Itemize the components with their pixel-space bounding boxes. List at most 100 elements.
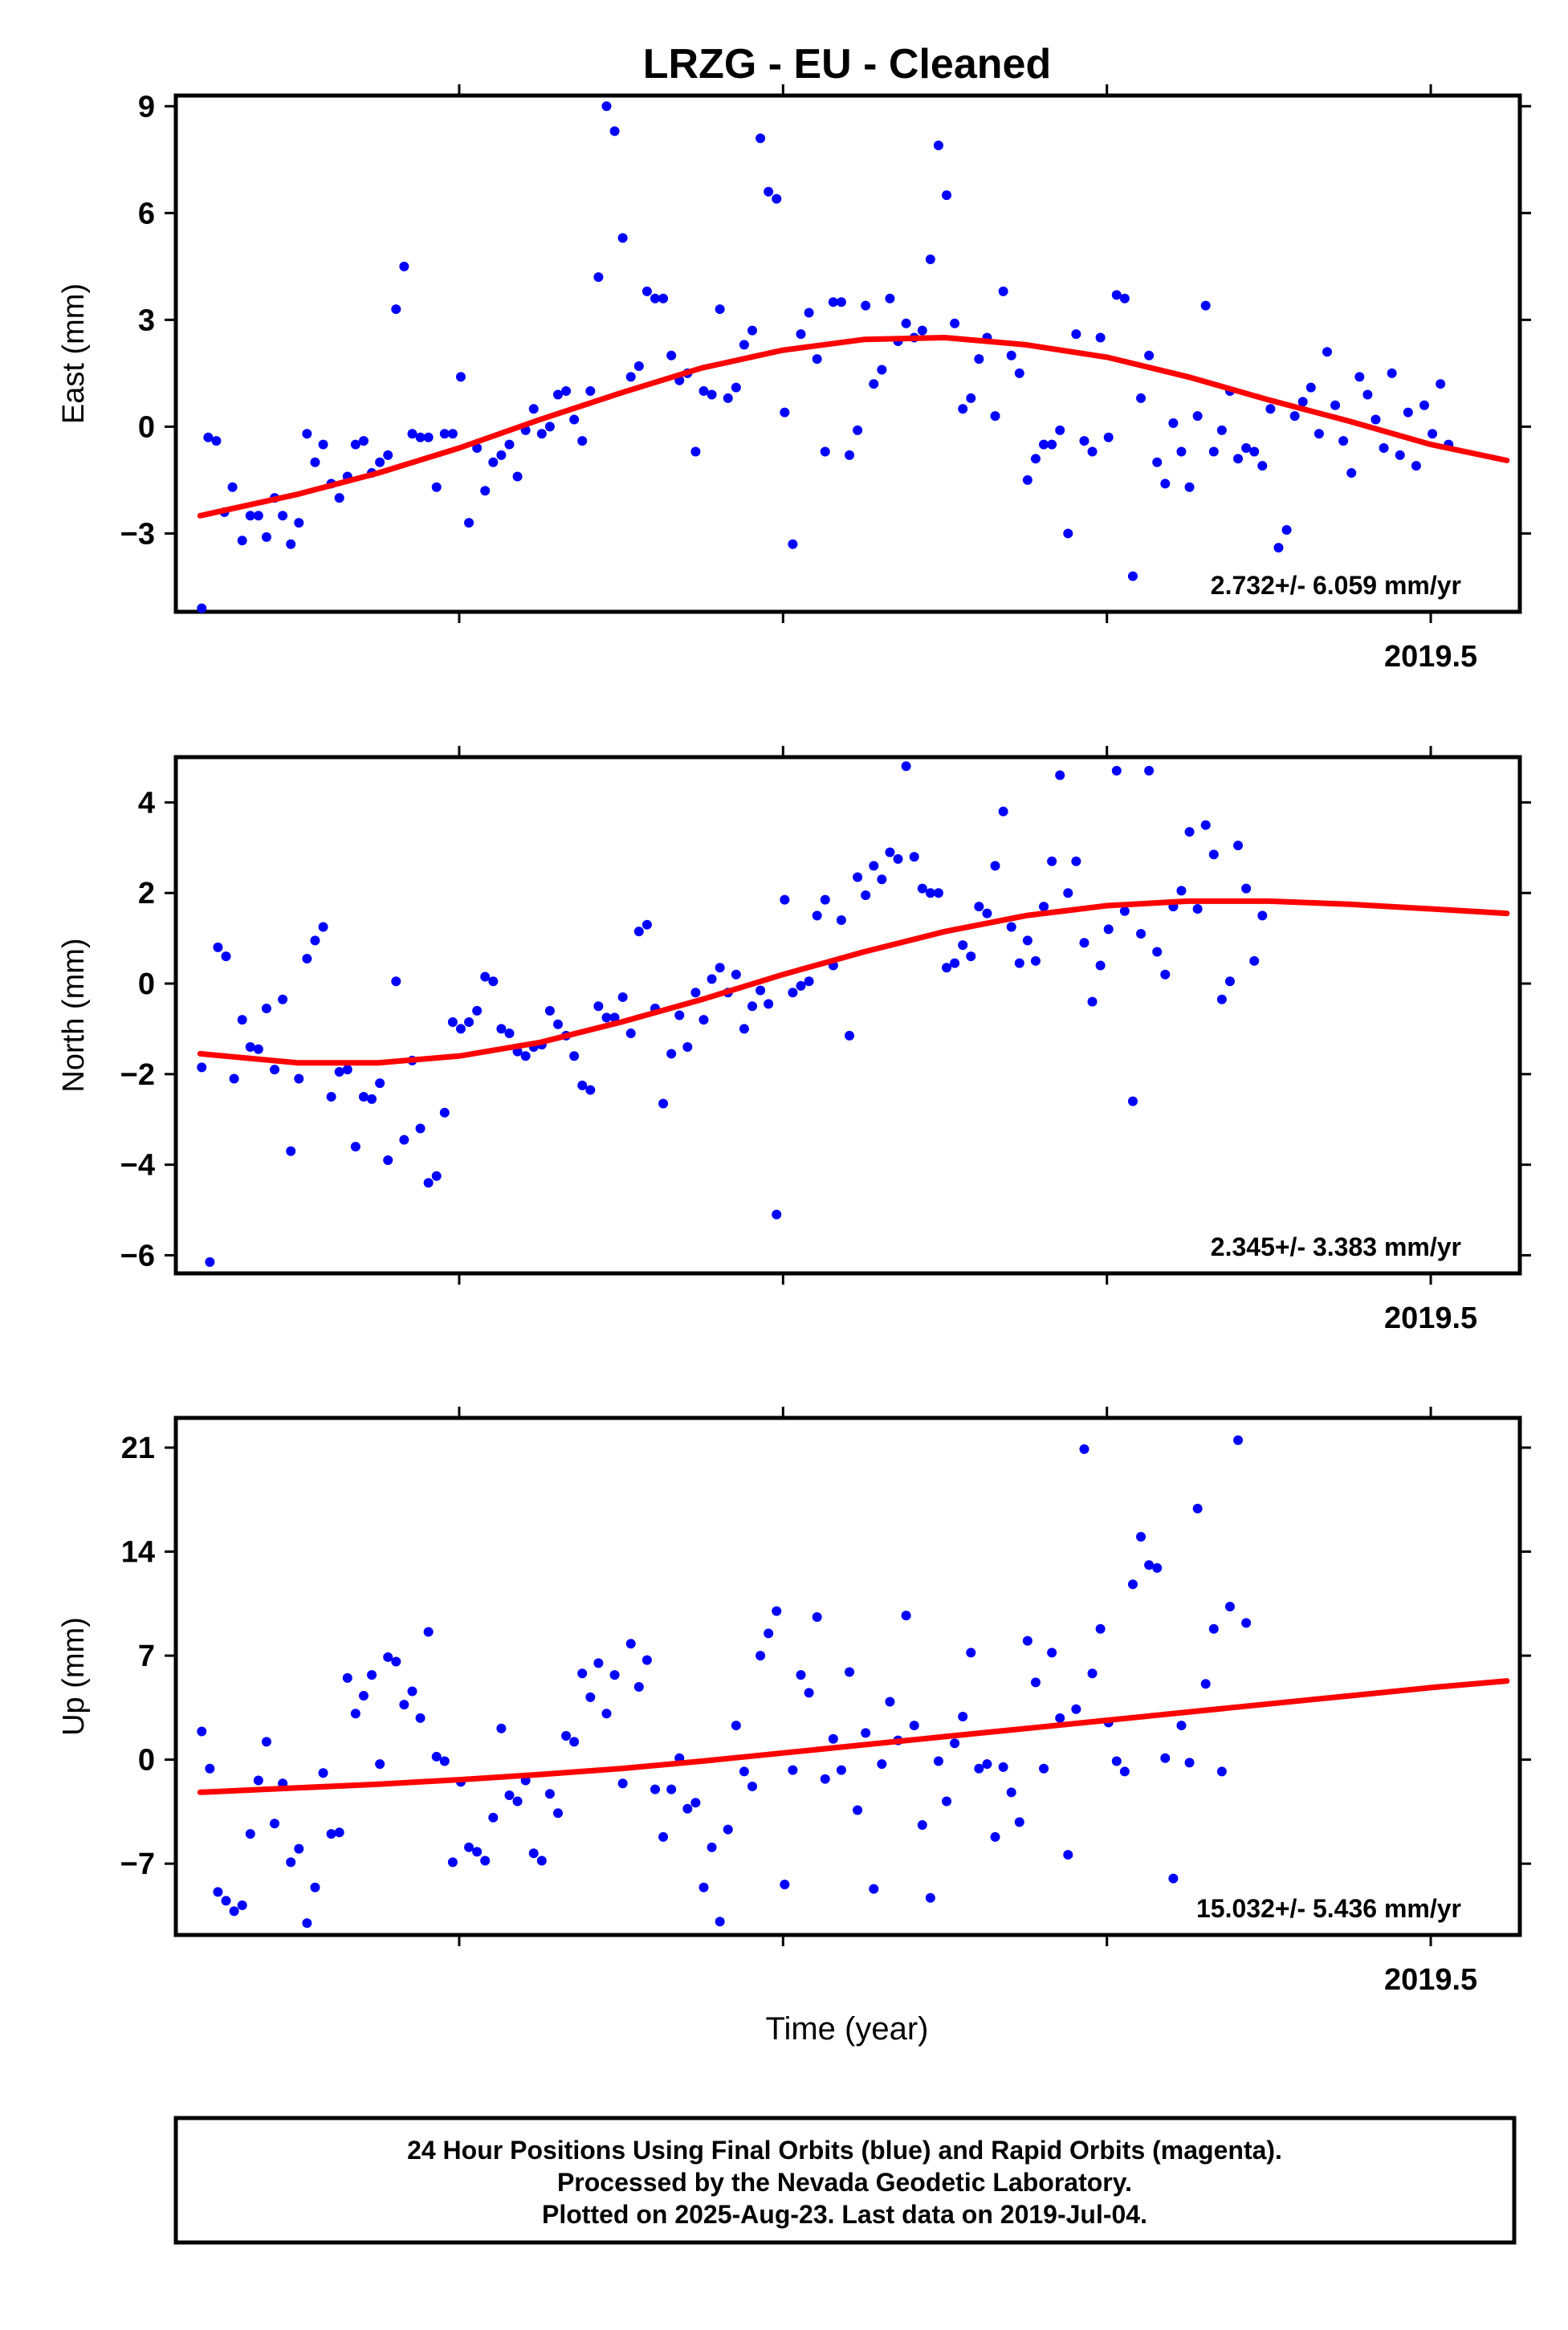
north-data-point [1047, 856, 1057, 866]
north-data-point [1160, 969, 1171, 980]
north-data-point [633, 927, 644, 937]
up-data-point [617, 1778, 628, 1789]
north-data-point [1119, 906, 1130, 916]
north-data-point [901, 761, 911, 772]
east-data-point [1022, 475, 1032, 485]
east-data-point [658, 293, 669, 303]
east-data-point [885, 293, 895, 303]
up-data-point [641, 1655, 652, 1665]
up-data-point [974, 1763, 984, 1774]
east-data-point [1354, 372, 1365, 382]
up-data-point [391, 1656, 401, 1667]
up-data-point [512, 1796, 523, 1807]
north-data-point [958, 940, 968, 951]
up-data-point [1063, 1850, 1073, 1860]
up-data-point [1152, 1562, 1163, 1573]
east-data-point [780, 407, 790, 418]
up-data-point [780, 1880, 790, 1890]
east-data-point [455, 372, 466, 382]
up-data-point [877, 1759, 887, 1770]
east-data-point [788, 539, 798, 549]
north-data-point [1030, 955, 1041, 966]
up-data-point [464, 1842, 474, 1852]
up-data-point [917, 1820, 927, 1831]
up-data-point [942, 1796, 952, 1807]
east-data-point [391, 304, 401, 315]
east-data-point [625, 372, 636, 382]
east-data-point [350, 439, 360, 450]
north-data-point [747, 1001, 758, 1012]
x-axis-label: Time (year) [766, 2011, 929, 2047]
north-data-point [715, 963, 725, 973]
east-data-point [431, 482, 442, 492]
up-data-point [399, 1700, 409, 1710]
north-data-point [942, 963, 952, 973]
north-data-point [447, 1016, 458, 1027]
north-data-point [885, 847, 895, 857]
east-panel: −3 0 3 6 9 2019.5 East (mm) 2.732+/- 6.059 mm/y… [57, 84, 1531, 674]
up-panel: −7 0 7 14 21 2019.5 Up (mm) 15.032+/- 5.436 mm/… [57, 1407, 1531, 1997]
north-data-point [820, 894, 830, 905]
east-data-point [1265, 404, 1276, 414]
east-data-point [407, 429, 417, 439]
east-data-point [609, 126, 620, 136]
up-data-point [828, 1733, 838, 1744]
east-data-point [812, 354, 822, 365]
east-data-point [958, 404, 968, 414]
east-data-point [641, 286, 652, 296]
north-data-point [270, 1065, 280, 1075]
north-data-point [520, 1051, 531, 1061]
up-data-point [1014, 1817, 1024, 1827]
up-data-point [812, 1611, 822, 1622]
east-data-point [804, 308, 814, 318]
east-y-tick-label: 6 [138, 197, 155, 230]
up-data-point [747, 1781, 758, 1791]
up-data-point [1087, 1668, 1098, 1679]
up-data-point [925, 1892, 935, 1903]
up-data-point [731, 1721, 741, 1731]
north-data-point [302, 953, 312, 963]
north-data-point [755, 985, 766, 996]
north-data-point [504, 1029, 515, 1039]
north-data-point [1006, 922, 1016, 932]
north-data-point [577, 1080, 588, 1090]
east-data-point [1436, 379, 1446, 389]
east-data-point [1419, 400, 1430, 410]
east-data-point [585, 386, 596, 397]
up-data-point [229, 1906, 239, 1917]
east-data-point [1370, 414, 1381, 425]
east-data-point [836, 297, 846, 308]
east-data-point [1103, 432, 1114, 442]
east-data-point [739, 340, 749, 350]
caption-box [173, 2116, 1517, 2245]
east-data-point [415, 432, 426, 442]
up-data-point [609, 1670, 620, 1680]
up-data-point [334, 1827, 344, 1838]
east-y-tick-label: −3 [120, 517, 155, 551]
north-data-point [690, 988, 701, 998]
north-data-point [1055, 770, 1065, 780]
north-data-point [423, 1178, 434, 1188]
north-data-point [221, 951, 231, 962]
up-data-point [286, 1857, 296, 1868]
east-data-point [666, 350, 677, 360]
east-data-point [772, 193, 782, 204]
east-data-point [715, 304, 725, 315]
east-data-point [1168, 418, 1179, 428]
north-data-point [1144, 765, 1155, 776]
north-data-point [286, 1146, 296, 1156]
up-data-point [431, 1751, 442, 1762]
up-data-point [528, 1848, 539, 1859]
up-data-point [707, 1842, 717, 1852]
up-data-point [213, 1887, 223, 1897]
north-data-point [342, 1065, 352, 1075]
north-data-point [318, 922, 328, 932]
north-data-point [845, 1030, 855, 1041]
east-x-tick-label: 2019.5 [1384, 640, 1477, 674]
up-data-point [1095, 1623, 1106, 1634]
east-data-point [998, 286, 1008, 296]
east-data-point [496, 450, 507, 460]
north-data-point [261, 1004, 271, 1014]
east-data-point [1322, 347, 1332, 357]
